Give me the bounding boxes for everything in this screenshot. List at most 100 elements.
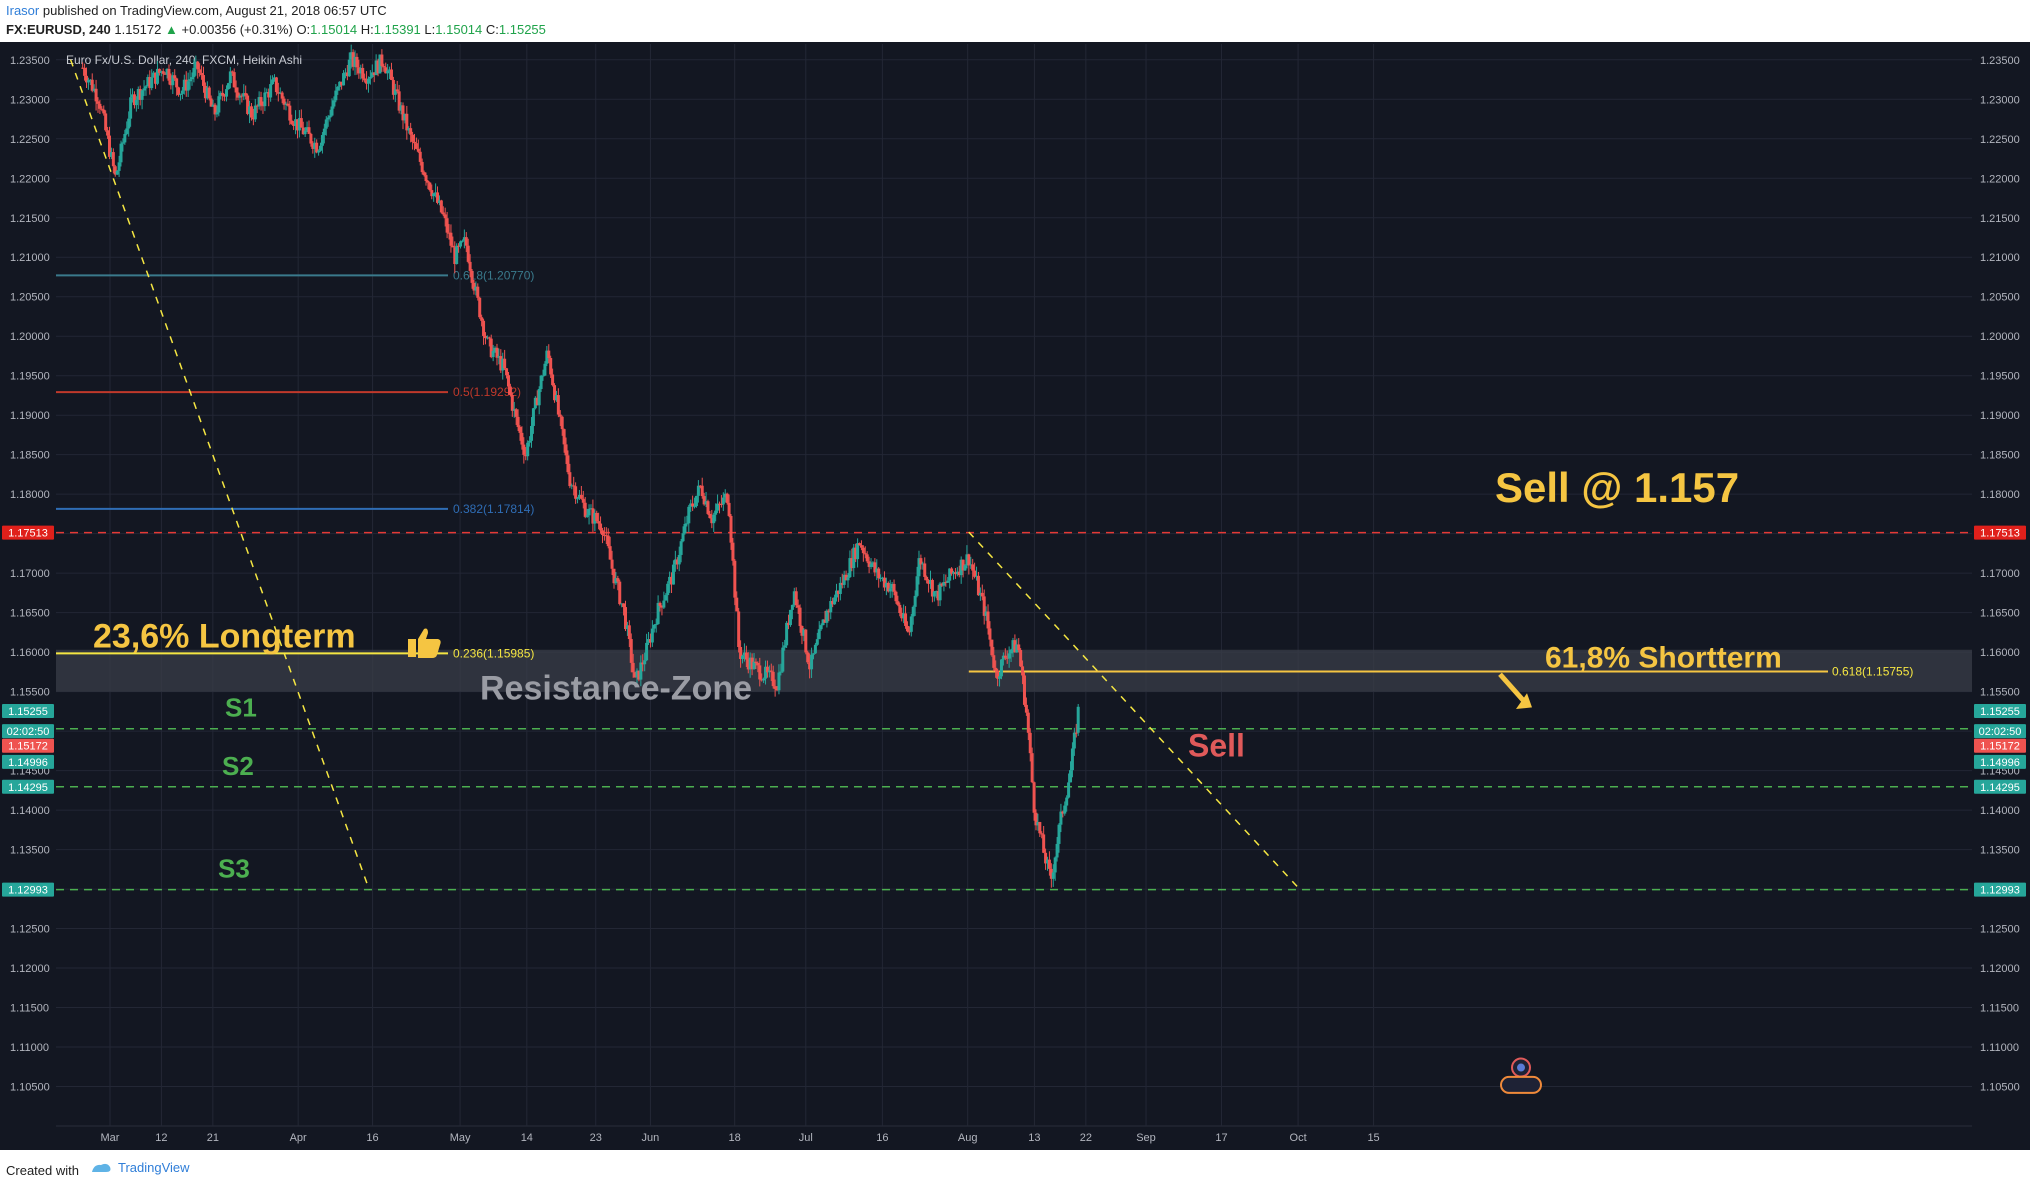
candle-down xyxy=(478,297,482,318)
candle-down xyxy=(209,98,213,107)
candle-up xyxy=(265,92,269,94)
candle-down xyxy=(1061,811,1065,814)
y-tick-label-left: 1.11500 xyxy=(10,1003,49,1015)
up-arrow-icon: ▲ xyxy=(165,22,178,37)
candle-up xyxy=(817,629,821,640)
candle-down xyxy=(873,562,877,573)
candle-down xyxy=(758,665,762,680)
candle-down xyxy=(96,101,100,104)
candle-up xyxy=(881,577,885,579)
candle-up xyxy=(530,425,534,441)
candle-up xyxy=(965,554,969,566)
candle-up xyxy=(788,609,792,626)
trend-line-short xyxy=(968,531,1301,891)
tradingview-link[interactable]: TradingView xyxy=(90,1160,190,1175)
candle-up xyxy=(117,162,121,171)
candle-up xyxy=(146,77,150,87)
candle-up xyxy=(932,591,936,597)
candle-down xyxy=(470,270,474,283)
candle-up xyxy=(1055,843,1059,858)
candle-down xyxy=(1040,833,1044,835)
candle-down xyxy=(556,395,560,415)
candle-down xyxy=(877,568,881,579)
candle-down xyxy=(627,625,631,640)
candle-down xyxy=(483,335,487,339)
support-label: S3 xyxy=(218,854,250,884)
candle-down xyxy=(104,113,108,131)
candle-down xyxy=(756,663,760,666)
candle-up xyxy=(1076,706,1080,733)
x-tick-label: 16 xyxy=(876,1132,888,1144)
candle-down xyxy=(558,414,562,417)
candle-down xyxy=(765,666,769,673)
candle-down xyxy=(905,625,909,632)
candle-down xyxy=(629,639,633,663)
candle-down xyxy=(994,667,998,671)
candle-down xyxy=(733,560,737,598)
candle-down xyxy=(729,515,733,543)
candle-down xyxy=(111,152,115,167)
candle-down xyxy=(750,657,754,670)
y-tick-label-left: 1.23000 xyxy=(10,94,50,106)
candle-down xyxy=(207,87,211,99)
candle-up xyxy=(802,629,806,636)
candle-down xyxy=(365,80,369,84)
y-tick-label-left: 1.19000 xyxy=(10,410,50,422)
candle-down xyxy=(982,596,986,616)
candle-up xyxy=(86,80,90,83)
candle-down xyxy=(106,130,110,136)
y-tick-label-right: 1.16500 xyxy=(1980,608,2020,620)
candle-down xyxy=(246,95,250,114)
candle-up xyxy=(313,142,317,149)
candle-up xyxy=(748,657,752,670)
candle-down xyxy=(175,78,179,88)
candle-up xyxy=(322,128,326,136)
candle-down xyxy=(986,611,990,629)
price-label-right: 1.14996 xyxy=(1980,757,2020,769)
candle-down xyxy=(480,317,484,321)
candle-up xyxy=(248,106,252,114)
y-tick-label-left: 1.16500 xyxy=(10,608,50,620)
right-price-axis xyxy=(1972,42,2030,1150)
candle-down xyxy=(618,581,622,605)
candle-down xyxy=(466,245,470,262)
candle-down xyxy=(976,575,980,596)
candle-up xyxy=(915,576,919,596)
candle-up xyxy=(978,592,982,596)
candle-down xyxy=(391,79,395,95)
author-link[interactable]: Irasor xyxy=(6,3,40,18)
candle-down xyxy=(641,662,645,665)
candle-up xyxy=(324,119,328,129)
candle-up xyxy=(136,89,140,100)
candle-up xyxy=(432,193,436,197)
candle-up xyxy=(570,485,574,487)
candle-up xyxy=(673,559,677,565)
candle-down xyxy=(1074,732,1078,734)
candle-down xyxy=(441,212,445,215)
annotation-resistance-zone: Resistance-Zone xyxy=(480,670,752,708)
candle-up xyxy=(656,602,660,625)
candle-up xyxy=(1036,822,1040,826)
candle-down xyxy=(930,579,934,597)
candle-up xyxy=(639,662,643,680)
candle-down xyxy=(499,356,503,371)
candle-up xyxy=(219,92,223,97)
price-label-left: 1.14996 xyxy=(8,757,48,769)
candle-down xyxy=(1026,712,1030,733)
candle-down xyxy=(990,639,994,656)
x-tick-label: Sep xyxy=(1136,1132,1156,1144)
candle-down xyxy=(311,143,315,149)
x-tick-label: Jul xyxy=(799,1132,813,1144)
candle-up xyxy=(127,118,131,129)
chart-canvas[interactable]: 1.23500 1.23500 1.23000 1.23000 1.22500 1.225… xyxy=(0,42,2030,1152)
candle-up xyxy=(792,591,796,605)
y-tick-label-left: 1.15500 xyxy=(10,687,50,699)
candle-up xyxy=(228,71,232,84)
y-tick-label-right: 1.22000 xyxy=(1980,173,2020,185)
y-tick-label-left: 1.10500 xyxy=(10,1082,50,1094)
candle-up xyxy=(959,559,963,576)
ohlc-line: FX:EURUSD, 240 1.15172 ▲ +0.00356 (+0.31… xyxy=(6,22,546,37)
candle-down xyxy=(727,502,731,516)
candle-down xyxy=(925,576,929,581)
price-label-right-box xyxy=(1974,703,2026,718)
